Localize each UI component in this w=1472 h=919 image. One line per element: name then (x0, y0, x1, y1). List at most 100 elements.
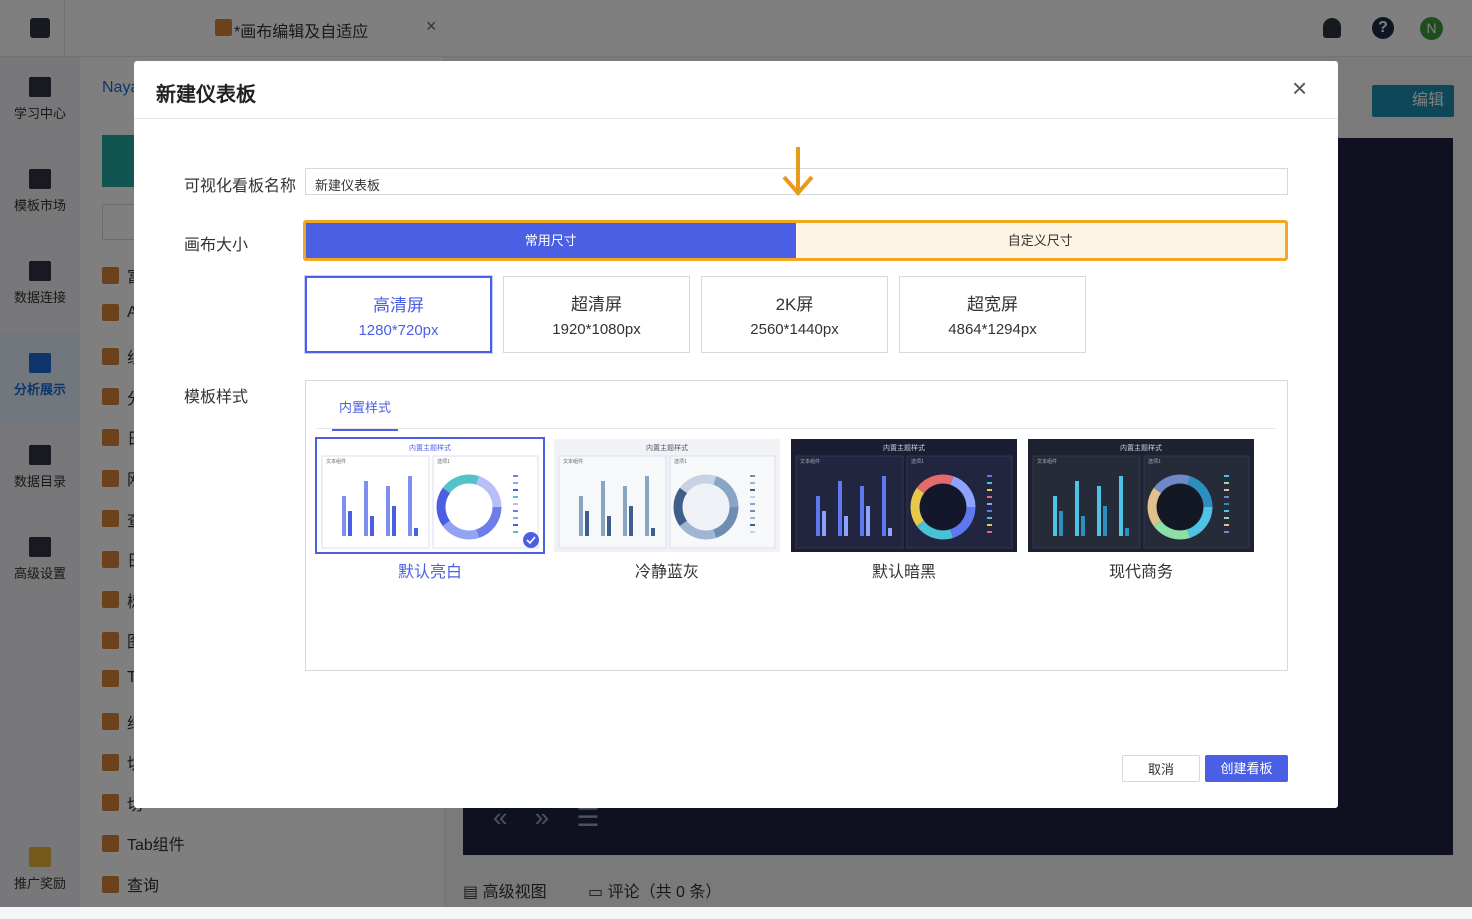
thumb-legend (513, 496, 518, 498)
thumb-hole (446, 484, 492, 530)
thumb-title: 内置主题样式 (646, 443, 688, 452)
thumb-ring (436, 474, 502, 540)
thumb-bar (844, 516, 848, 536)
name-label: 可视化看板名称 (184, 178, 297, 195)
thumb-ring (910, 474, 976, 540)
template-name: 默认暗黑 (871, 564, 936, 581)
thumb-bar (645, 476, 649, 536)
thumb-bar (601, 481, 605, 536)
thumb-label: 文本组件 (326, 458, 346, 465)
thumb-legend (1224, 531, 1229, 533)
size-dims: 2560*1440px (750, 321, 839, 338)
thumb-legend (987, 524, 992, 526)
thumb-bar (1119, 476, 1123, 536)
thumb-legend (987, 517, 992, 519)
thumb-label: 文本组件 (800, 458, 820, 465)
thumb-legend (750, 524, 755, 526)
dialog-title: 新建仪表板 (156, 84, 256, 106)
thumb-ring (1147, 474, 1213, 540)
thumb-bar (386, 486, 390, 536)
thumb-ring (436, 474, 502, 540)
template-option[interactable]: 内置主题样式 文本组件 选项1 现代商务 (1028, 439, 1254, 582)
size-option[interactable]: 高清屏 1280*720px (305, 276, 492, 353)
thumb-bar (370, 516, 374, 536)
template-option[interactable]: 内置主题样式 文本组件 选项1 冷静蓝灰 (554, 439, 780, 582)
size-tab[interactable]: 自定义尺寸 (795, 223, 1285, 258)
dialog-header: 新建仪表板 × (134, 61, 1338, 119)
thumb-title: 内置主题样式 (1120, 443, 1162, 452)
thumb-bar (1081, 516, 1085, 536)
thumb-ring (1147, 474, 1213, 540)
thumb-legend (513, 510, 518, 512)
thumb-bar (860, 486, 864, 536)
thumb-legend (987, 496, 992, 498)
size-dims: 1280*720px (358, 322, 439, 339)
thumb-label: 文本组件 (563, 458, 583, 465)
template-name: 默认亮白 (397, 564, 462, 581)
size-dims: 1920*1080px (552, 321, 641, 338)
thumb-title: 内置主题样式 (883, 443, 925, 452)
size-tab-active[interactable]: 常用尺寸 (306, 223, 796, 258)
create-button[interactable]: 创建看板 (1205, 755, 1288, 782)
size-option[interactable]: 超宽屏 4864*1294px (899, 276, 1086, 353)
thumb-panel (321, 455, 430, 549)
thumb-ring (1147, 474, 1213, 540)
thumb-select: 选项1 (437, 458, 450, 465)
thumb-legend (513, 489, 518, 491)
thumb-bar (651, 528, 655, 536)
thumb-legend (750, 510, 755, 512)
thumb-legend (1224, 475, 1229, 477)
thumb-legend (1224, 517, 1229, 519)
template-tab[interactable]: 内置样式 (332, 397, 398, 431)
thumb-bar (1097, 486, 1101, 536)
template-name: 现代商务 (1108, 564, 1173, 581)
thumb-bar (623, 486, 627, 536)
size-label: 画布大小 (184, 237, 249, 254)
thumb-legend (1224, 524, 1229, 526)
thumb-bar (348, 511, 352, 536)
template-option[interactable]: 内置主题样式文本组件 选项1 默认暗黑 (791, 439, 1017, 582)
thumb-select: 选项1 (911, 458, 924, 465)
thumb-bar (342, 496, 346, 536)
thumb-ring (673, 474, 739, 540)
close-button[interactable]: × (1292, 73, 1308, 103)
thumb-hole (1157, 484, 1203, 530)
size-tabs: 常用尺寸 自定义尺寸 (303, 220, 1288, 261)
size-option[interactable]: 超清屏 1920*1080px (503, 276, 690, 353)
template-option[interactable]: 内置主题样式文本组件 选项1 默认亮白 (315, 437, 545, 582)
thumb-bar (866, 506, 870, 536)
thumb-legend (1224, 482, 1229, 484)
thumb-legend (513, 482, 518, 484)
size-name: 超清屏 (571, 295, 622, 314)
new-dashboard-dialog: 新建仪表板 × 可视化看板名称 新建仪表板 画布大小 常用尺寸 自定义尺寸 模板… (134, 61, 1338, 808)
thumb-bar (1103, 506, 1107, 536)
cancel-button[interactable]: 取消 (1122, 755, 1200, 782)
thumb-select: 选项1 (1148, 458, 1161, 465)
thumb-bar (1053, 496, 1057, 536)
thumb-legend (750, 517, 755, 519)
thumb-legend (750, 503, 755, 505)
thumb-bar (822, 511, 826, 536)
size-option[interactable]: 2K屏 2560*1440px (701, 276, 888, 353)
selected-check (523, 532, 539, 548)
thumb-panel (558, 455, 667, 549)
thumb-bar (392, 506, 396, 536)
thumb-legend (750, 475, 755, 477)
thumb-ring (673, 474, 739, 540)
thumb-ring (673, 474, 739, 540)
thumb-title: 内置主题样式 (409, 443, 451, 452)
thumb-legend (750, 531, 755, 533)
thumb-bar (1125, 528, 1129, 536)
thumb-legend (987, 475, 992, 477)
size-name: 超宽屏 (967, 295, 1018, 314)
thumb-ring (436, 474, 502, 540)
template-label: 模板样式 (184, 389, 249, 406)
thumb-bar (882, 476, 886, 536)
thumb-legend (1224, 496, 1229, 498)
thumb-hole (683, 484, 729, 530)
thumb-legend (987, 482, 992, 484)
thumb-legend (987, 503, 992, 505)
